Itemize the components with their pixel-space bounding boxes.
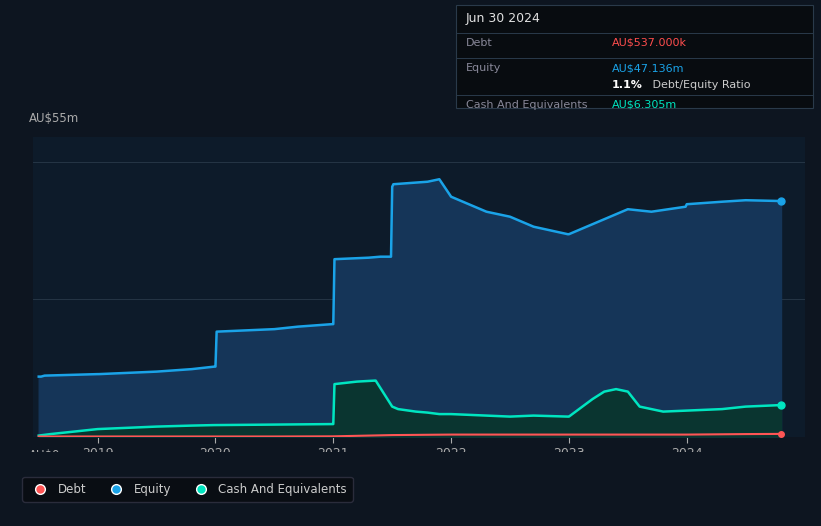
Text: Cash And Equivalents: Cash And Equivalents <box>466 100 587 110</box>
Text: AU$0: AU$0 <box>29 449 61 462</box>
Text: Equity: Equity <box>466 63 501 73</box>
Text: AU$55m: AU$55m <box>29 112 80 125</box>
Text: AU$537.000k: AU$537.000k <box>612 38 686 48</box>
Text: Debt/Equity Ratio: Debt/Equity Ratio <box>649 80 750 90</box>
Text: AU$47.136m: AU$47.136m <box>612 63 684 73</box>
Legend: Debt, Equity, Cash And Equivalents: Debt, Equity, Cash And Equivalents <box>22 477 353 502</box>
Text: Debt: Debt <box>466 38 493 48</box>
Text: 1.1%: 1.1% <box>612 80 643 90</box>
Text: AU$6.305m: AU$6.305m <box>612 100 677 110</box>
Text: Jun 30 2024: Jun 30 2024 <box>466 12 540 25</box>
